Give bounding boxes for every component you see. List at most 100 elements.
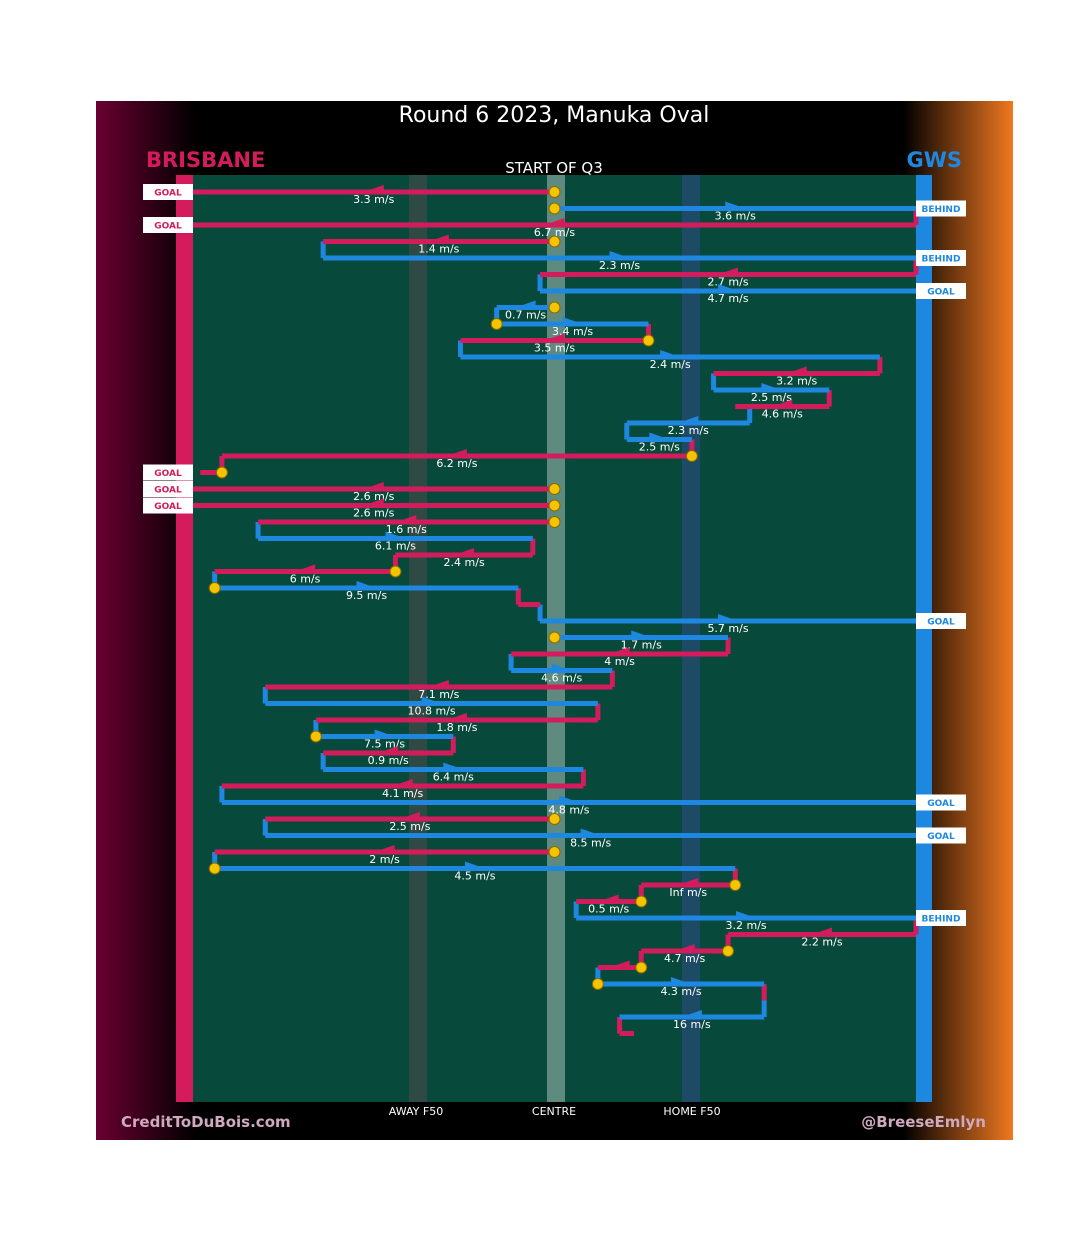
direction-arrow (718, 614, 739, 622)
speed-label: 2.2 m/s (801, 936, 842, 949)
speed-label: 8.5 m/s (570, 837, 611, 850)
speed-label: 16 m/s (673, 1018, 711, 1031)
outcome-label: GOAL (927, 288, 955, 298)
direction-arrow (363, 185, 384, 193)
ball-marker (635, 961, 648, 974)
speed-label: 2.5 m/s (639, 441, 680, 454)
speed-label: 2.6 m/s (353, 507, 394, 520)
direction-arrow (772, 399, 793, 408)
possession-chains: 3.3 m/s GOAL 3.6 m/s BEHIND 6.7 m/s GOAL 1.4 m… (143, 184, 966, 1036)
speed-label: 6.4 m/s (433, 771, 474, 784)
ball-marker (548, 202, 561, 215)
outcome-badge (143, 217, 193, 233)
direction-arrow (544, 333, 565, 342)
outcome-label: GOAL (154, 469, 182, 479)
direction-arrow (454, 548, 475, 556)
speed-label: 4.3 m/s (660, 985, 701, 998)
outcome-label: GOAL (927, 618, 955, 628)
direction-arrow (443, 762, 464, 771)
speed-label: 3.5 m/s (534, 342, 575, 355)
speed-label: 6.7 m/s (534, 226, 575, 239)
speed-label: 2.4 m/s (444, 556, 485, 569)
ball-marker (548, 631, 561, 644)
speed-label: 2.4 m/s (650, 358, 691, 371)
outcome-badge (143, 481, 193, 497)
speed-label: 4.7 m/s (664, 952, 705, 965)
direction-arrow (580, 828, 601, 837)
outcome-label: BEHIND (922, 205, 961, 215)
ball-marker (548, 186, 561, 198)
direction-arrow (378, 746, 399, 754)
outcome-badge (916, 827, 966, 844)
ball-marker (215, 466, 228, 479)
direction-arrow (421, 696, 442, 705)
ball-marker (548, 235, 561, 248)
outcome-badge (916, 250, 966, 266)
ball-marker (208, 862, 221, 875)
chart-title: Round 6 2023, Manuka Oval (399, 103, 710, 128)
direction-arrow (718, 267, 739, 276)
ball-marker (642, 334, 655, 347)
speed-label: 2.5 m/s (389, 820, 430, 833)
direction-arrow (446, 713, 467, 721)
direction-arrow (356, 581, 377, 589)
credit-left: CreditToDuBois.com (121, 1113, 291, 1131)
speed-label: 1.4 m/s (418, 243, 459, 256)
ball-marker (591, 978, 604, 990)
direction-arrow (660, 350, 681, 358)
ball-marker (490, 318, 503, 330)
ball-marker (309, 730, 322, 743)
ball-marker (635, 895, 648, 908)
direction-arrow (562, 317, 583, 325)
direction-arrow (812, 927, 833, 936)
direction-arrow (786, 366, 807, 375)
outcome-label: GOAL (927, 799, 955, 809)
axis-label-home-f50: HOME F50 (663, 1105, 720, 1118)
outcome-badge (143, 497, 193, 514)
team-left-label: BRISBANE (146, 148, 265, 172)
credit-right: @BreeseEmlyn (861, 1113, 986, 1131)
direction-arrow (678, 878, 699, 886)
ball-marker (208, 582, 221, 594)
speed-label: 3.3 m/s (353, 193, 394, 206)
direction-arrow (515, 300, 536, 309)
direction-arrow (609, 251, 630, 259)
away-f50-band (409, 175, 427, 1102)
direction-arrow (558, 795, 579, 804)
outcome-label: GOAL (154, 502, 182, 512)
ball-marker (548, 499, 561, 512)
speed-label: 0.9 m/s (368, 754, 409, 767)
speed-label: 2.7 m/s (707, 276, 748, 289)
speed-label: 3.2 m/s (726, 919, 767, 932)
speed-label: 0.7 m/s (505, 309, 546, 322)
team-right-label: GWS (906, 148, 962, 172)
ball-marker (729, 879, 742, 891)
ball-marker (548, 301, 561, 314)
direction-arrow (736, 911, 757, 919)
direction-arrow (761, 383, 782, 391)
direction-arrow (363, 498, 384, 507)
direction-arrow (295, 564, 316, 573)
quarter-label: START OF Q3 (505, 159, 603, 177)
direction-arrow (551, 663, 572, 672)
ball-marker (548, 846, 561, 858)
speed-label: 2.3 m/s (599, 259, 640, 272)
ball-marker (722, 945, 735, 957)
ball-marker (548, 483, 561, 495)
ball-marker (389, 565, 402, 578)
speed-label: 9.5 m/s (346, 589, 387, 602)
outcome-label: GOAL (154, 222, 182, 232)
direction-arrow (374, 729, 395, 738)
ball-marker (548, 516, 561, 528)
direction-arrow (396, 515, 417, 523)
outcome-label: GOAL (154, 189, 182, 199)
speed-label: 2.5 m/s (751, 391, 792, 404)
speed-label: 6 m/s (290, 573, 321, 586)
ball-marker (548, 813, 561, 825)
speed-label: 4.6 m/s (541, 672, 582, 685)
brisbane-goal-line (176, 175, 193, 1102)
outcome-badge (916, 910, 966, 926)
speed-label: 1.8 m/s (436, 721, 477, 734)
direction-arrow (392, 779, 413, 787)
